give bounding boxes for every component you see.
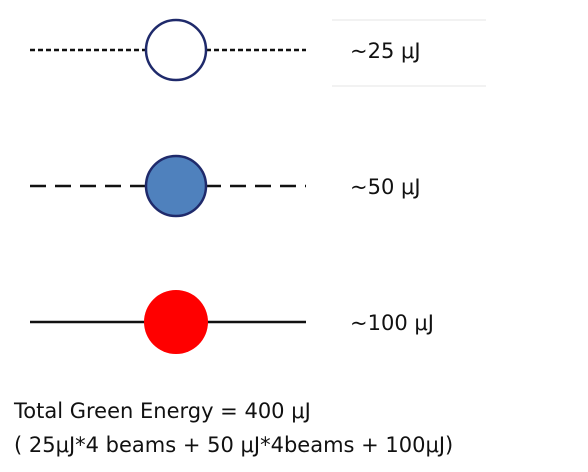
note-line: Total Green Energy = 400 μJ <box>13 399 311 423</box>
note-line: ( 25μJ*4 beams + 50 μJ*4beams + 100μJ) <box>14 433 453 457</box>
red-marker <box>144 290 208 354</box>
legend-label: ~50 μJ <box>350 175 421 199</box>
blue-marker <box>144 154 208 218</box>
legend-label: ~100 μJ <box>350 311 434 335</box>
hollow-marker <box>144 18 208 82</box>
legend-label: ~25 μJ <box>350 39 421 63</box>
